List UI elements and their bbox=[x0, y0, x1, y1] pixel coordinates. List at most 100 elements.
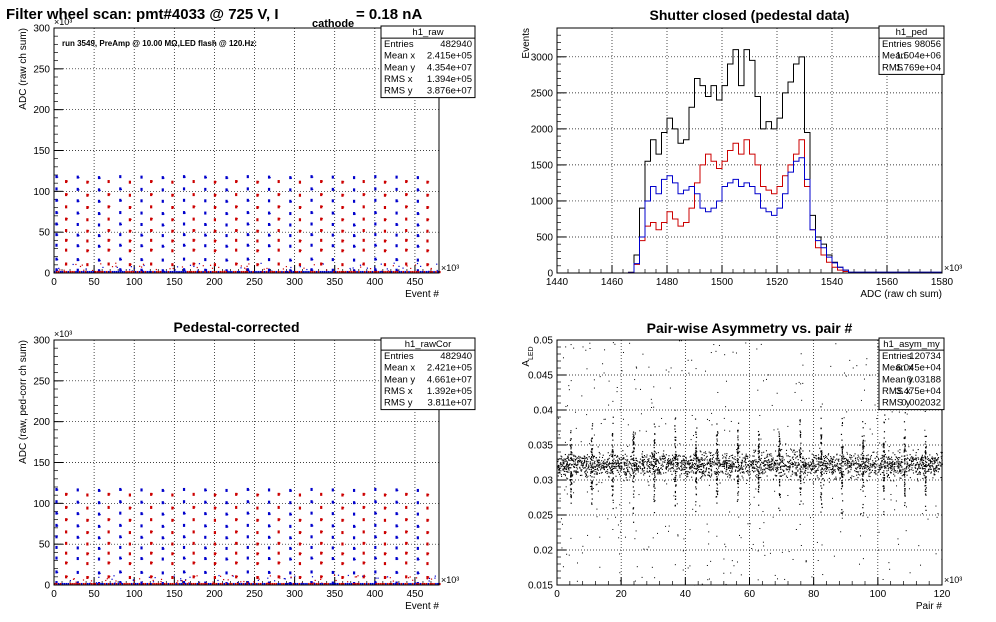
data-point bbox=[172, 267, 174, 270]
data-point bbox=[321, 561, 323, 564]
data-point bbox=[573, 461, 575, 463]
data-point bbox=[129, 270, 131, 274]
data-point bbox=[809, 465, 811, 467]
data-point bbox=[793, 453, 795, 455]
data-point bbox=[107, 180, 110, 184]
data-point bbox=[611, 462, 613, 464]
data-point bbox=[591, 502, 593, 504]
data-point bbox=[878, 470, 880, 472]
data-point bbox=[321, 263, 323, 265]
data-point bbox=[821, 468, 823, 470]
data-point bbox=[584, 457, 586, 460]
data-point bbox=[687, 475, 689, 478]
data-point bbox=[633, 462, 635, 464]
data-point bbox=[676, 468, 678, 470]
data-point bbox=[646, 471, 648, 473]
data-point bbox=[875, 460, 877, 462]
data-point bbox=[171, 575, 174, 579]
data-point bbox=[426, 575, 429, 579]
data-point bbox=[651, 465, 653, 467]
data-point bbox=[655, 465, 657, 468]
data-point bbox=[786, 476, 788, 479]
data-point bbox=[150, 518, 153, 522]
data-point bbox=[157, 270, 160, 274]
data-point bbox=[866, 460, 868, 462]
data-point bbox=[697, 465, 699, 467]
data-point bbox=[321, 249, 323, 251]
data-point bbox=[163, 514, 165, 516]
data-point bbox=[728, 457, 730, 459]
data-point bbox=[576, 457, 578, 459]
data-point bbox=[88, 270, 91, 274]
data-point bbox=[938, 468, 941, 470]
data-point bbox=[753, 471, 755, 473]
data-point bbox=[89, 582, 91, 584]
data-point bbox=[313, 264, 315, 266]
data-point bbox=[248, 259, 250, 261]
data-point bbox=[290, 266, 292, 269]
data-point bbox=[225, 269, 228, 273]
data-point bbox=[256, 229, 259, 233]
data-point bbox=[571, 473, 573, 475]
data-point bbox=[182, 268, 186, 272]
data-point bbox=[618, 457, 620, 459]
data-point bbox=[769, 455, 771, 457]
data-point bbox=[630, 456, 632, 458]
data-point bbox=[227, 502, 229, 504]
data-point bbox=[641, 455, 643, 457]
data-point bbox=[341, 531, 344, 535]
data-point bbox=[161, 557, 164, 561]
data-point bbox=[567, 467, 569, 469]
data-point bbox=[97, 244, 101, 248]
data-point bbox=[687, 463, 689, 465]
data-point bbox=[248, 270, 251, 274]
data-point bbox=[828, 481, 830, 483]
data-point bbox=[254, 582, 256, 586]
data-point bbox=[172, 218, 175, 220]
data-point bbox=[333, 270, 335, 274]
data-point bbox=[792, 451, 794, 453]
data-point bbox=[772, 478, 775, 480]
data-point bbox=[87, 230, 90, 232]
stats-value: 4.354e+07 bbox=[427, 62, 472, 73]
data-point bbox=[107, 582, 110, 586]
data-point bbox=[763, 460, 765, 462]
data-point bbox=[896, 470, 898, 472]
data-point bbox=[633, 450, 635, 453]
data-point bbox=[310, 222, 313, 226]
data-point bbox=[718, 457, 720, 459]
stats-value: 2.421e+05 bbox=[427, 363, 472, 374]
data-point bbox=[406, 542, 408, 544]
data-point bbox=[327, 582, 329, 586]
data-point bbox=[627, 459, 629, 461]
data-point bbox=[347, 581, 349, 583]
data-point bbox=[676, 456, 678, 458]
data-point bbox=[213, 263, 217, 267]
data-point bbox=[812, 459, 814, 461]
data-point bbox=[387, 582, 389, 586]
data-point bbox=[154, 582, 156, 586]
data-point bbox=[107, 229, 110, 233]
data-point bbox=[87, 206, 90, 208]
data-point bbox=[150, 270, 152, 274]
data-point bbox=[862, 460, 864, 462]
data-point bbox=[601, 471, 603, 474]
data-point bbox=[616, 459, 619, 461]
data-point bbox=[797, 459, 799, 461]
data-point bbox=[298, 552, 302, 556]
data-point bbox=[289, 234, 292, 238]
data-point bbox=[298, 531, 302, 535]
data-point bbox=[394, 582, 397, 586]
data-point bbox=[739, 472, 741, 474]
data-point bbox=[54, 582, 56, 586]
data-point bbox=[78, 234, 80, 237]
data-point bbox=[901, 455, 903, 457]
data-point bbox=[829, 471, 831, 473]
data-point bbox=[192, 262, 195, 266]
data-point bbox=[632, 439, 634, 441]
data-point bbox=[570, 456, 572, 459]
data-point bbox=[140, 557, 143, 561]
data-point bbox=[612, 473, 614, 475]
data-point bbox=[235, 575, 238, 579]
y-tick-label: 3000 bbox=[531, 52, 554, 63]
